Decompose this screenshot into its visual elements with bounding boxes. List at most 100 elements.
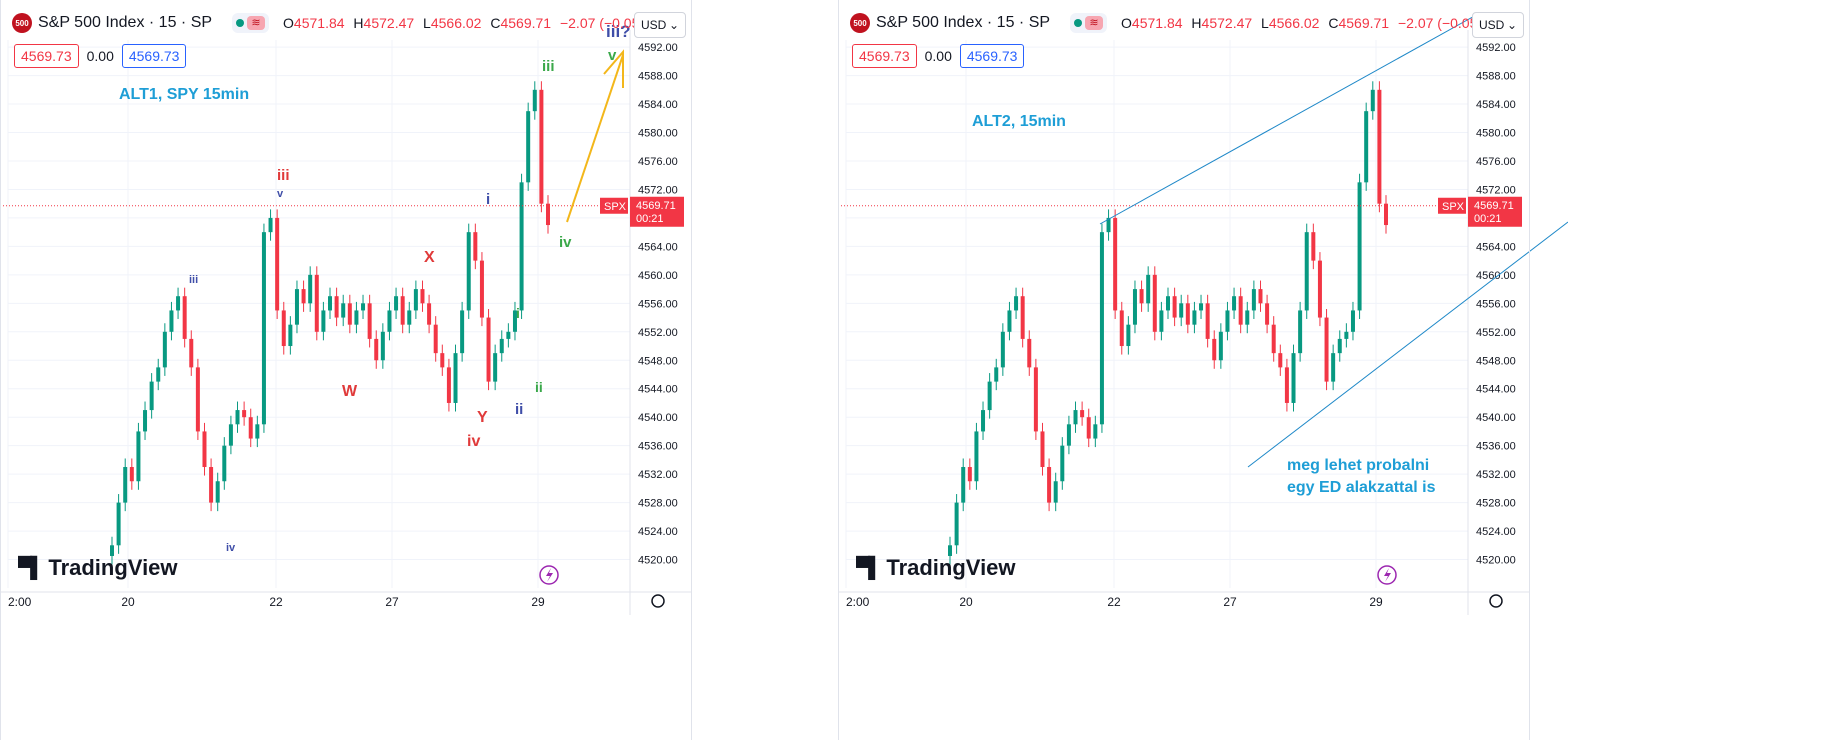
- candle-body: [1218, 331, 1223, 361]
- candle-body: [394, 296, 399, 311]
- candle-body: [169, 310, 174, 332]
- candle-body: [1113, 217, 1118, 311]
- candle-body: [275, 217, 280, 311]
- candle-body: [380, 331, 385, 361]
- candle-body: [328, 296, 332, 311]
- indicator-wave-icon: ≋: [247, 16, 266, 30]
- gear-icon[interactable]: [1489, 594, 1503, 608]
- candle-body: [321, 310, 326, 332]
- candle-body: [506, 331, 511, 339]
- candle-body: [1364, 111, 1369, 183]
- candle-body: [400, 296, 405, 325]
- wave-label: iii: [277, 167, 290, 184]
- candle-body: [433, 324, 438, 354]
- bar-countdown: 00:21: [1474, 213, 1502, 225]
- candle-body: [1185, 303, 1190, 325]
- candle-body: [420, 289, 425, 304]
- market-status-pill[interactable]: ≋: [232, 13, 270, 33]
- last-price-value: 4569.71: [636, 200, 676, 212]
- candle-body: [460, 310, 465, 354]
- candle-body: [440, 353, 445, 368]
- candle-body: [1086, 417, 1091, 439]
- symbol-tag-label: SPX: [1442, 201, 1465, 213]
- sp500-logo-icon: 500: [12, 13, 32, 33]
- y-tick-label: 4564.00: [638, 241, 678, 253]
- y-tick-label: 4520.00: [638, 555, 678, 567]
- buy-price-box[interactable]: 4569.73: [121, 44, 187, 68]
- sell-price-box[interactable]: 4569.73: [852, 44, 917, 68]
- candle-body: [354, 310, 359, 325]
- candle-body: [301, 289, 306, 304]
- candle-body: [195, 367, 200, 432]
- symbol-title[interactable]: S&P 500 Index · 15 · SP: [876, 14, 1051, 31]
- currency-select[interactable]: USD ⌄: [1472, 12, 1524, 38]
- symbol-tag: [1438, 197, 1466, 214]
- candle-body: [1245, 310, 1250, 325]
- chart-canvas-alt1[interactable]: 4520.00 4524.00 4528.00 4532.00 4536.00 4540.…: [0, 0, 692, 615]
- candle-body: [1370, 89, 1375, 112]
- tradingview-logo: ▀▌ TradingView: [18, 555, 178, 580]
- y-tick-label: 4576.00: [1476, 156, 1516, 168]
- candle-body: [974, 431, 979, 482]
- candle-body: [499, 338, 504, 354]
- candle-body: [948, 545, 952, 556]
- candle-body: [427, 303, 432, 325]
- spread-value: 0.00: [86, 48, 114, 64]
- bid-ask-row: 4569.73 0.00 4569.73: [14, 44, 187, 68]
- symbol-tag-label: SPX: [604, 201, 627, 213]
- y-tick-label: 4564.00: [1476, 241, 1516, 253]
- candle-body: [116, 502, 121, 546]
- candle-body: [486, 317, 491, 382]
- chart-panel-alt2: 4520.00 4524.00 4528.00 4532.00 4536.00 4540.…: [838, 0, 1568, 740]
- chart-canvas-alt2[interactable]: 4520.00 4524.00 4528.00 4532.00 4536.00 4540.…: [838, 0, 1568, 615]
- y-tick-label: 4556.00: [638, 298, 678, 310]
- y-tick-label: 4588.00: [638, 71, 678, 83]
- candle-body: [519, 182, 524, 311]
- y-tick-label: 4548.00: [638, 355, 678, 367]
- candle-body: [1152, 274, 1157, 332]
- candle-body: [994, 367, 999, 382]
- wave-label: iii: [189, 274, 198, 286]
- sell-price-box[interactable]: 4569.73: [14, 44, 79, 68]
- candle-body: [215, 481, 220, 503]
- candle-body: [1139, 289, 1144, 304]
- wave-label: Y: [477, 409, 488, 426]
- bid-ask-row: 4569.73 0.00 4569.73: [852, 44, 1025, 68]
- candle-body: [446, 367, 451, 403]
- alt-title-note: ALT1, SPY 15min: [119, 86, 249, 103]
- y-tick-label: 4528.00: [638, 498, 678, 510]
- wave-label: ii: [515, 401, 523, 418]
- candle-body: [1304, 232, 1309, 311]
- candle-body: [1350, 310, 1355, 332]
- candle-body: [162, 331, 167, 368]
- symbol-title[interactable]: S&P 500 Index · 15 · SP: [38, 14, 213, 31]
- y-tick-label: 4592.00: [1476, 42, 1516, 54]
- wave-label: i: [486, 191, 490, 208]
- y-tick-label: 4580.00: [638, 128, 678, 140]
- ohlc-values: O4571.84 H4572.47 L4566.02 C4569.71 −2.0…: [1121, 15, 1495, 31]
- y-tick-label: 4588.00: [1476, 71, 1516, 83]
- tradingview-logo: ▀▌ TradingView: [856, 555, 1016, 580]
- candle-body: [1265, 303, 1270, 325]
- y-tick-label: 4552.00: [638, 327, 678, 339]
- candle-body: [1291, 353, 1296, 403]
- x-tick-label: 2:00: [8, 595, 32, 609]
- market-status-pill[interactable]: ≋: [1070, 13, 1108, 33]
- currency-select[interactable]: USD ⌄: [634, 12, 686, 38]
- y-tick-label: 4572.00: [1476, 184, 1516, 196]
- symbol-header: 500 S&P 500 Index · 15 · SP ≋ O4571.84 H…: [850, 12, 1499, 34]
- candle-body: [1225, 310, 1230, 332]
- buy-price-box[interactable]: 4569.73: [959, 44, 1025, 68]
- candle-body: [1232, 296, 1237, 311]
- x-tick-label: 20: [959, 595, 973, 609]
- candle-body: [1159, 310, 1164, 332]
- wave-label: ii: [535, 379, 543, 395]
- candle-body: [235, 410, 240, 425]
- tradingview-mark-icon: ▀▌: [856, 556, 882, 579]
- candle-body: [149, 381, 154, 411]
- candle-body: [1073, 410, 1078, 425]
- candle-body: [374, 338, 379, 361]
- candle-body: [1317, 260, 1322, 318]
- gear-icon[interactable]: [651, 594, 665, 608]
- y-tick-label: 4560.00: [1476, 270, 1516, 282]
